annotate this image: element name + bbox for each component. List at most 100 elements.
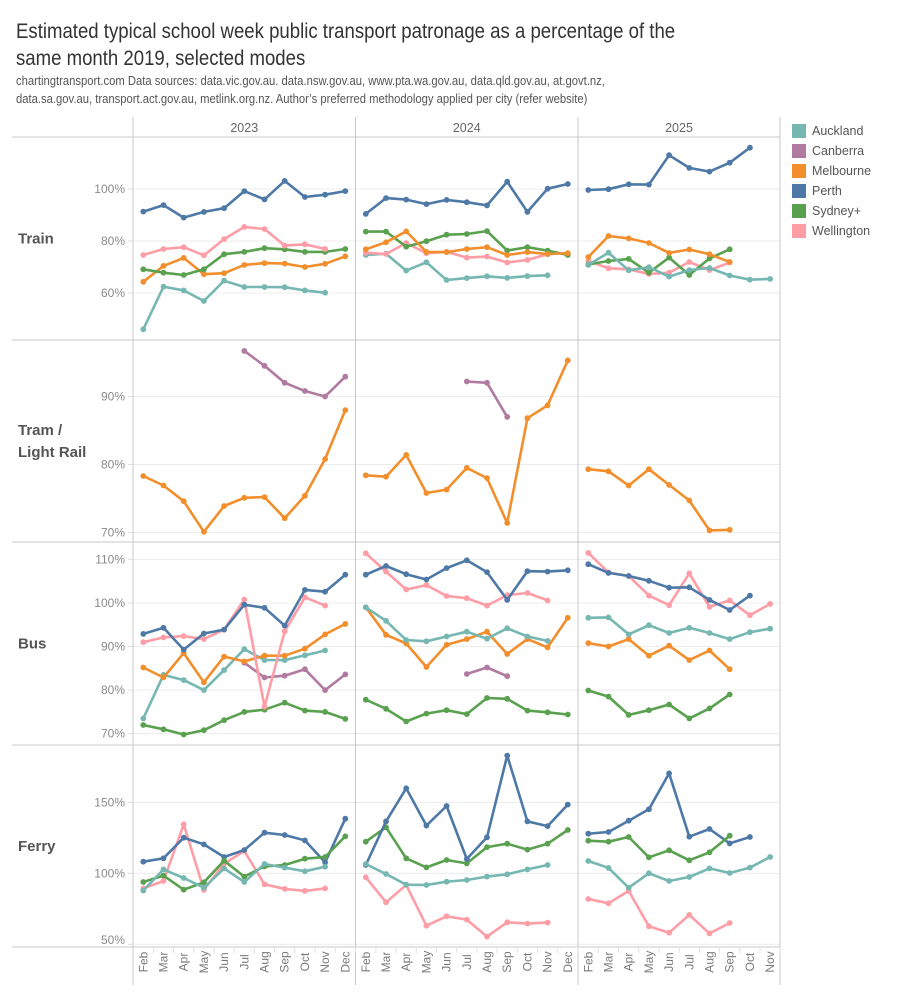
data-point-wellington-nov: [544, 597, 551, 604]
series-perth-ferry-2024: [362, 752, 571, 868]
data-point-sydney-feb: [362, 696, 369, 703]
series-melbourne-tram-light-rail-2024: [362, 357, 571, 526]
data-point-wellington-nov: [322, 602, 328, 609]
data-point-wellington-nov: [322, 246, 328, 252]
data-point-perth-feb: [140, 858, 147, 865]
data-point-auckland-sep: [504, 275, 511, 281]
series-melbourne-train-2023: [140, 253, 349, 285]
data-point-perth-mar: [605, 829, 612, 835]
data-point-sydney-may: [646, 854, 652, 861]
series-melbourne-train-2025: [585, 233, 733, 265]
legend-item-sydney[interactable]: Sydney+: [792, 201, 871, 221]
data-point-melbourne-jul: [686, 657, 693, 663]
data-point-canberra-dec: [342, 671, 349, 678]
data-point-sydney-may: [423, 710, 430, 717]
chart-title: Estimated typical school week public tra…: [16, 18, 675, 72]
y-tick-label: 80%: [101, 683, 125, 697]
data-point-auckland-oct: [747, 629, 753, 636]
data-point-wellington-nov: [767, 601, 773, 607]
x-tick-label: Oct: [298, 952, 312, 971]
data-point-melbourne-mar: [605, 643, 612, 650]
data-point-perth-apr: [403, 785, 410, 792]
data-point-melbourne-feb: [362, 472, 369, 479]
data-point-sydney-jul: [463, 860, 470, 867]
data-point-sydney-may: [201, 879, 207, 886]
series-auckland-train-2025: [585, 249, 773, 283]
data-point-wellington-apr: [180, 821, 187, 828]
data-point-perth-may: [201, 630, 207, 637]
data-point-auckland-may: [201, 687, 207, 693]
series-line-wellington: [364, 876, 549, 938]
data-point-sydney-oct: [524, 244, 531, 251]
data-point-melbourne-may: [423, 249, 430, 255]
data-point-auckland-mar: [383, 617, 389, 624]
data-point-melbourne-jun: [443, 641, 450, 648]
data-point-sydney-jul: [463, 711, 470, 717]
data-point-wellington-feb: [585, 550, 592, 556]
data-point-perth-dec: [564, 567, 571, 574]
data-point-auckland-jul: [241, 646, 248, 653]
data-point-perth-feb: [140, 631, 147, 637]
legend-item-canberra[interactable]: Canberra: [792, 141, 871, 161]
data-point-melbourne-jun: [221, 653, 228, 660]
legend-label: Sydney+: [812, 204, 861, 218]
data-point-wellington-sep: [504, 919, 511, 926]
data-point-auckland-sep: [504, 871, 511, 878]
data-point-melbourne-jun: [221, 503, 228, 509]
row-label-bus: Bus: [18, 636, 46, 653]
data-point-auckland-oct: [524, 273, 531, 279]
data-point-sydney-dec: [564, 711, 571, 718]
x-tick-label: Jun: [662, 952, 676, 971]
data-point-melbourne-mar: [383, 473, 389, 480]
data-point-sydney-jun: [221, 717, 228, 724]
data-point-perth-oct: [524, 818, 531, 825]
data-point-melbourne-nov: [544, 644, 551, 651]
x-tick-label: Mar: [602, 952, 616, 973]
data-point-wellington-sep: [726, 920, 733, 926]
data-point-melbourne-dec: [564, 614, 571, 621]
data-point-sydney-may: [201, 727, 207, 734]
data-point-melbourne-feb: [362, 246, 369, 253]
data-point-wellington-aug: [706, 604, 713, 610]
x-tick-label: Oct: [520, 952, 534, 971]
data-point-auckland-mar: [383, 871, 389, 877]
data-point-wellington-mar: [383, 568, 389, 575]
data-point-perth-apr: [625, 181, 632, 188]
legend-item-melbourne[interactable]: Melbourne: [792, 161, 871, 181]
data-point-sydney-jul: [686, 857, 693, 864]
data-point-wellington-jul: [686, 912, 693, 918]
series-melbourne-tram-light-rail-2025: [585, 466, 733, 534]
data-point-sydney-oct: [302, 855, 308, 862]
data-point-melbourne-apr: [625, 636, 632, 642]
data-point-wellington-aug: [261, 881, 268, 888]
data-point-perth-aug: [706, 826, 713, 832]
data-point-melbourne-apr: [403, 228, 410, 235]
legend-item-perth[interactable]: Perth: [792, 181, 871, 201]
data-point-melbourne-jun: [666, 482, 672, 488]
data-point-wellington-mar: [605, 900, 612, 907]
data-point-auckland-may: [423, 882, 430, 888]
data-point-perth-aug: [706, 597, 713, 603]
data-point-melbourne-jul: [241, 658, 248, 665]
x-tick-label: Aug: [703, 951, 717, 972]
data-point-auckland-sep: [504, 625, 511, 632]
legend-swatch: [792, 204, 806, 218]
data-point-perth-jul: [241, 601, 248, 608]
data-point-wellington-nov: [322, 885, 328, 892]
data-point-wellington-may: [201, 636, 207, 642]
legend-item-wellington[interactable]: Wellington: [792, 221, 871, 241]
data-point-auckland-jul: [463, 628, 470, 635]
data-point-sydney-sep: [726, 691, 733, 698]
data-point-melbourne-nov: [322, 631, 328, 638]
data-point-auckland-aug: [484, 873, 490, 880]
data-point-wellington-may: [423, 922, 430, 929]
data-point-auckland-jul: [686, 267, 693, 273]
data-point-perth-jun: [221, 626, 228, 633]
series-perth-bus-2024: [362, 557, 571, 603]
legend-swatch: [792, 164, 806, 178]
legend-item-auckland[interactable]: Auckland: [792, 121, 871, 141]
y-tick-label: 80%: [101, 234, 125, 248]
data-point-auckland-apr: [625, 267, 632, 274]
series-line-melbourne: [142, 408, 347, 534]
data-point-sydney-apr: [403, 243, 410, 250]
